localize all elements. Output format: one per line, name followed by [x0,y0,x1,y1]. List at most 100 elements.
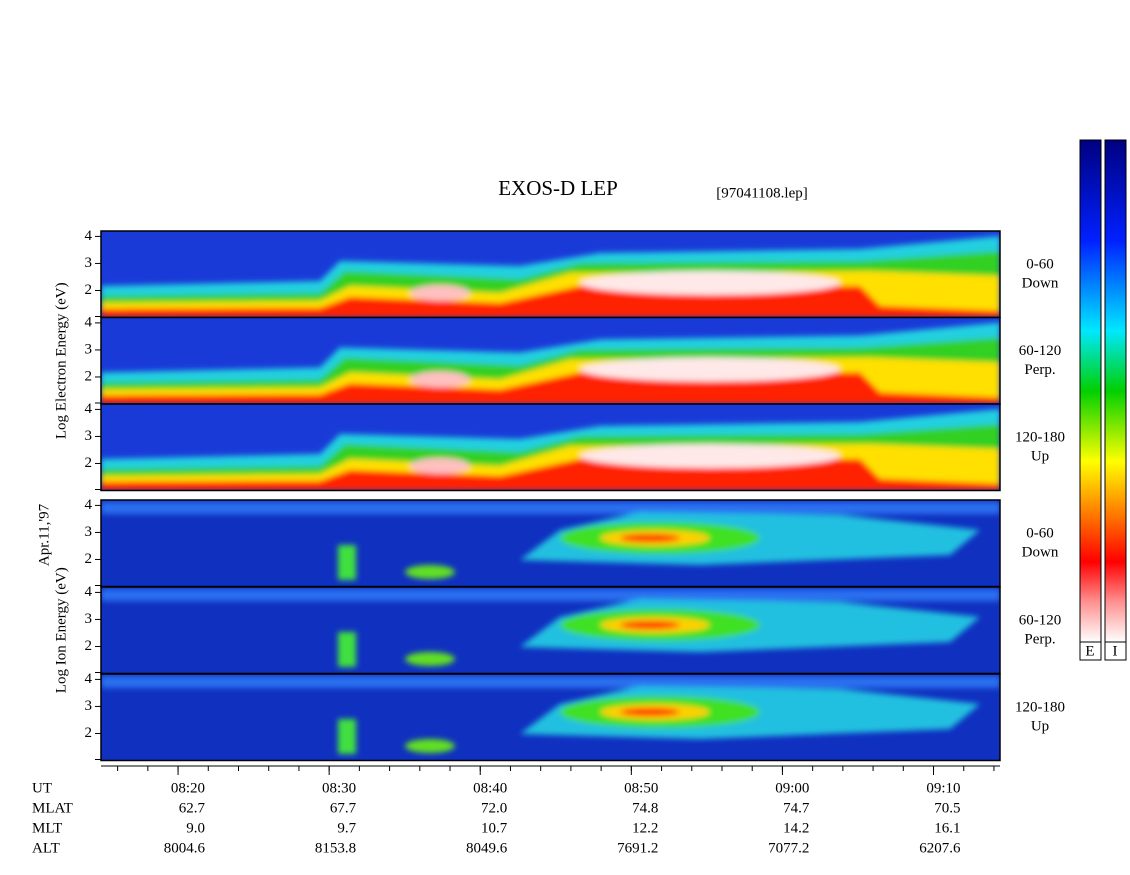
panel-label: 0-60 [1026,256,1054,272]
footer-value: 10.7 [481,820,508,836]
y-tick-label: 4 [85,671,93,687]
y-tick-label: 3 [85,255,93,271]
band [101,502,1000,514]
file-name: [97041108.lep] [716,185,808,201]
spectrogram-image [101,587,1000,674]
x-tick-label: 09:00 [775,780,809,796]
footer-value: 70.5 [934,800,960,816]
peak [410,285,470,301]
y-tick-label: 4 [85,228,93,244]
intensity [101,502,1000,580]
colorbars: E I [1079,139,1127,661]
footer-value: 16.1 [934,820,960,836]
y-tick-label: 2 [85,551,93,567]
x-tick-label: 08:50 [624,780,658,796]
y-tick-label: 3 [85,524,93,540]
panel-frame [100,673,1001,762]
y-tick-label: 3 [85,341,93,357]
band [405,565,455,579]
panel-label: 120-180 [1015,699,1065,715]
band [101,676,1000,688]
colorbar-box [1104,641,1127,661]
spectrogram-image [101,404,1000,491]
peak [620,621,680,629]
intensity [101,322,1000,404]
band [338,545,356,580]
panel-label: Down [1022,275,1059,291]
spectrogram-panel [100,499,1001,588]
y-tick-label: 2 [85,638,93,654]
y-tick-label: 2 [85,368,93,384]
peak [620,708,680,716]
y-tick-label: 2 [85,282,93,298]
panel-label: Perp. [1024,631,1055,647]
footer-value: 72.0 [481,800,507,816]
footer-value: 8153.8 [315,840,356,856]
footer-value: 14.2 [783,820,809,836]
y-tick-label: 3 [85,428,93,444]
y-tick-label: 2 [85,725,93,741]
intensity [101,409,1000,491]
band [101,286,1000,318]
panel-label: 60-120 [1019,612,1062,628]
footer-value: 62.7 [179,800,206,816]
band [101,589,1000,601]
spectrogram-panel [100,316,1001,405]
band [101,372,1000,404]
y-tick-label: 4 [85,314,93,330]
spectrogram-image [101,500,1000,587]
band [101,459,1000,491]
spectrogram-panel [100,403,1001,492]
footer-row-name: MLT [32,820,62,836]
peak [580,271,840,295]
footer-value: 8004.6 [164,840,206,856]
footer-value: 74.7 [783,800,810,816]
footer-value: 9.7 [337,820,356,836]
y-tick-label: 4 [85,497,93,513]
spectrogram-image [101,231,1000,318]
band [338,719,356,754]
footer-value: 8049.6 [466,840,508,856]
colorbar-label: I [1113,643,1118,659]
intensity [101,589,1000,667]
y-axis-label: Log Ion Energy (eV) [53,567,69,693]
footer-row-name: ALT [32,840,60,856]
spectrogram-panel [100,586,1001,675]
panel-label: Perp. [1024,362,1055,378]
spectrogram-image [101,317,1000,404]
date-label: Apr.11,'97 [36,503,52,566]
x-tick-label: 08:20 [171,780,205,796]
band [405,739,455,753]
colorbar [1104,139,1127,643]
intensity [101,236,1000,318]
chart-title: EXOS-D LEP [498,176,618,200]
footer-value: 6207.6 [919,840,961,856]
footer-value: 74.8 [632,800,658,816]
y-axis-label: Log Electron Energy (eV) [53,282,69,439]
y-tick-label: 4 [85,401,93,417]
peak [580,444,840,468]
footer-row-name: UT [32,780,52,796]
footer-value: 67.7 [330,800,357,816]
panel-frame [100,403,1001,492]
y-tick-label: 3 [85,611,93,627]
footer-value: 12.2 [632,820,658,836]
panel-label: Up [1031,718,1049,734]
peak [410,458,470,474]
panel-label: 120-180 [1015,429,1065,445]
panel-label: 0-60 [1026,525,1054,541]
spectrogram-panel [100,673,1001,762]
peak [620,534,680,542]
band [338,632,356,667]
spectrogram-panel [100,230,1001,319]
y-tick-label: 4 [85,584,93,600]
colorbar-box [1079,641,1102,661]
x-tick-label: 09:10 [926,780,960,796]
panel-label: 60-120 [1019,343,1062,359]
band [405,652,455,666]
footer-row-name: MLAT [32,800,73,816]
footer-value: 7077.2 [768,840,809,856]
colorbar-label: E [1085,643,1094,659]
peak [410,371,470,388]
